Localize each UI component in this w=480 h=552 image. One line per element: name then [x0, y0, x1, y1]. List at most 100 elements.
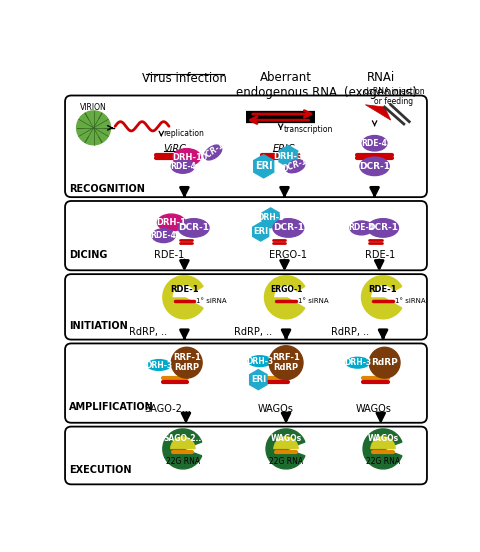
Ellipse shape [178, 219, 209, 237]
Text: WAGOs: WAGOs [368, 434, 398, 443]
FancyBboxPatch shape [65, 95, 427, 197]
Ellipse shape [173, 148, 201, 166]
Text: dsRNA injection
or feeding: dsRNA injection or feeding [363, 87, 424, 107]
Ellipse shape [171, 160, 194, 173]
Text: DCR-1: DCR-1 [368, 224, 398, 232]
Circle shape [171, 347, 202, 378]
Wedge shape [371, 437, 396, 449]
Ellipse shape [248, 355, 271, 367]
Text: DRH-1: DRH-1 [172, 152, 202, 162]
Wedge shape [361, 275, 402, 319]
Circle shape [269, 346, 303, 380]
Polygon shape [252, 222, 269, 241]
Text: Virus infection: Virus infection [142, 72, 227, 86]
Text: RDE-1: RDE-1 [365, 250, 396, 260]
Text: RDE-1: RDE-1 [369, 285, 397, 294]
Text: DRH-3: DRH-3 [274, 152, 303, 161]
Text: VIRION: VIRION [80, 103, 107, 112]
Text: INITIATION: INITIATION [69, 321, 128, 331]
Text: DICING: DICING [69, 250, 107, 260]
Text: RdRP, ..: RdRP, .. [234, 327, 273, 337]
Wedge shape [172, 285, 196, 297]
Text: RDE-4: RDE-4 [361, 139, 387, 148]
Text: RRF-1
RdRP: RRF-1 RdRP [272, 353, 300, 373]
Text: replication: replication [164, 130, 204, 139]
Wedge shape [163, 429, 202, 469]
Text: DRH-3: DRH-3 [257, 214, 284, 222]
Polygon shape [279, 146, 298, 167]
Ellipse shape [346, 357, 369, 368]
FancyBboxPatch shape [65, 343, 427, 423]
Polygon shape [365, 105, 391, 120]
Text: DCR-1: DCR-1 [178, 224, 209, 232]
Ellipse shape [286, 160, 305, 173]
Ellipse shape [147, 359, 170, 370]
Text: DRH-3: DRH-3 [344, 358, 371, 367]
Text: DCR-1: DCR-1 [359, 162, 390, 171]
Text: EXECUTION: EXECUTION [69, 465, 132, 475]
Text: ERIC: ERIC [273, 144, 295, 153]
Text: Aberrant
endogenous RNA: Aberrant endogenous RNA [236, 71, 336, 99]
Ellipse shape [273, 219, 304, 237]
Circle shape [77, 111, 110, 145]
Text: SAGO-2...: SAGO-2... [144, 404, 191, 414]
Wedge shape [371, 285, 395, 297]
Text: 22G RNA: 22G RNA [166, 457, 200, 466]
Polygon shape [262, 208, 279, 228]
Text: RRF-1
RdRP: RRF-1 RdRP [173, 353, 201, 373]
Text: RdRP, ..: RdRP, .. [331, 327, 369, 337]
Ellipse shape [204, 145, 222, 160]
Text: AMPLIFICATION: AMPLIFICATION [69, 402, 154, 412]
Text: 1° siRNA: 1° siRNA [298, 298, 328, 304]
Text: 22G RNA: 22G RNA [269, 457, 303, 466]
Text: ERI: ERI [251, 375, 266, 384]
Text: DCR-1: DCR-1 [281, 157, 309, 174]
Polygon shape [254, 155, 274, 178]
Text: DRH-1: DRH-1 [156, 218, 186, 227]
Text: RECOGNITION: RECOGNITION [69, 184, 145, 194]
Text: RdRP: RdRP [371, 358, 398, 367]
Ellipse shape [157, 214, 185, 231]
Text: DRH-3: DRH-3 [145, 360, 172, 369]
FancyBboxPatch shape [65, 201, 427, 270]
Text: DCR-1: DCR-1 [200, 140, 226, 162]
Text: RDE-4: RDE-4 [170, 162, 196, 171]
FancyBboxPatch shape [65, 427, 427, 484]
Text: 1° siRNA: 1° siRNA [196, 298, 227, 304]
Ellipse shape [360, 157, 389, 176]
Text: WAGOs: WAGOs [270, 434, 301, 443]
Wedge shape [274, 437, 299, 449]
Text: WAGOs: WAGOs [258, 404, 293, 414]
Text: RdRP, ..: RdRP, .. [129, 327, 167, 337]
Text: RDE-1: RDE-1 [170, 285, 199, 294]
Text: ViRC: ViRC [164, 144, 187, 153]
Text: SAGO-2..: SAGO-2.. [164, 434, 202, 443]
Text: transcription: transcription [284, 125, 333, 134]
Wedge shape [266, 429, 305, 469]
Wedge shape [163, 275, 203, 319]
Text: ERGO-1: ERGO-1 [269, 250, 307, 260]
Ellipse shape [152, 229, 175, 242]
Text: RDE-1: RDE-1 [154, 250, 184, 260]
Wedge shape [363, 429, 402, 469]
Text: ERGO-1: ERGO-1 [270, 285, 302, 294]
Text: 22G RNA: 22G RNA [366, 457, 400, 466]
Text: WAGOs: WAGOs [356, 404, 392, 414]
Text: DCR-1: DCR-1 [273, 224, 304, 232]
Text: ERI: ERI [253, 227, 268, 236]
Ellipse shape [350, 221, 373, 235]
FancyBboxPatch shape [65, 274, 427, 339]
Ellipse shape [362, 136, 387, 151]
Wedge shape [274, 285, 298, 297]
Polygon shape [250, 370, 267, 390]
Text: 1° siRNA: 1° siRNA [395, 298, 426, 304]
Text: RDE-4: RDE-4 [151, 231, 177, 240]
Text: ERI: ERI [255, 161, 273, 171]
Ellipse shape [368, 219, 398, 237]
Wedge shape [170, 437, 195, 449]
Text: DRH-3: DRH-3 [246, 357, 274, 365]
Text: RDE-4: RDE-4 [348, 224, 374, 232]
Circle shape [369, 347, 400, 378]
Text: RNAi
(exogenous): RNAi (exogenous) [344, 71, 417, 99]
Wedge shape [264, 275, 305, 319]
